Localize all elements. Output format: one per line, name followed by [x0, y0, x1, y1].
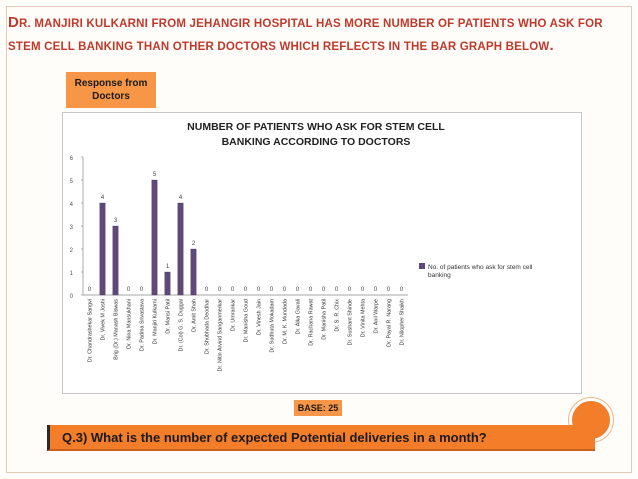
x-tick-label: Dr. Nilopher Shaikh	[400, 299, 406, 345]
data-label: 1	[166, 264, 170, 270]
bar	[151, 179, 158, 296]
x-tick-label: Dr. Manjiri Kulkarni	[153, 299, 159, 344]
data-label: 0	[387, 287, 391, 293]
chart-container: NUMBER OF PATIENTS WHO ASK FOR STEM CELL…	[62, 112, 582, 394]
x-tick-label: Dr. Chandrashekar Sangvi	[88, 299, 94, 362]
data-label: 0	[127, 287, 131, 293]
heading-end: .	[549, 37, 554, 54]
bar	[177, 202, 184, 296]
slide-frame	[6, 6, 632, 473]
x-tick-label: Dr. Amit Shah	[192, 299, 198, 332]
data-label: 0	[348, 287, 352, 293]
data-label: 5	[153, 172, 157, 178]
base-label: BASE: 25	[297, 403, 339, 413]
legend-swatch	[419, 263, 425, 269]
x-tick-label: Dr. Vinita Mehta	[361, 299, 367, 337]
x-tick-label: Dr. Sudhuta Mokadam	[270, 298, 276, 352]
data-label: 0	[218, 287, 222, 293]
question-text: Q.3) What is the number of expected Pote…	[62, 429, 487, 445]
y-tick-label: 2	[70, 248, 74, 254]
bar	[112, 225, 119, 296]
data-label: 0	[88, 287, 92, 293]
x-tick-label: Dr. Mansi Patil	[166, 299, 172, 334]
question-bar: Q.3) What is the number of expected Pote…	[47, 425, 595, 451]
legend-label: No. of patients who ask for stem cell	[428, 264, 533, 271]
data-label: 3	[114, 218, 118, 224]
x-tick-label: Dr. Nina Mansukhani	[127, 299, 133, 349]
data-label: 4	[101, 195, 105, 201]
chart-title-line: BANKING ACCORDING TO DOCTORS	[222, 136, 411, 148]
data-label: 0	[270, 287, 274, 293]
y-tick-label: 3	[70, 225, 74, 231]
x-tick-label: Dr. Nitin Arvind Sanganmerkar	[218, 299, 224, 372]
data-label: 0	[309, 287, 313, 293]
base-box: BASE: 25	[294, 400, 342, 416]
bar	[164, 271, 171, 296]
x-tick-label: Brig (Dr.) Manash Biswas	[114, 299, 120, 360]
data-label: 0	[335, 287, 339, 293]
x-tick-label: Dr. Vinesh Jain	[257, 299, 263, 335]
response-label-box: Response from Doctors	[66, 72, 156, 108]
data-label: 0	[374, 287, 378, 293]
x-tick-label: Dr. (Col) G. S. Duggal	[179, 299, 185, 351]
y-tick-label: 0	[70, 294, 74, 300]
response-label: Response from Doctors	[74, 78, 148, 102]
data-label: 0	[283, 287, 287, 293]
data-label: 0	[322, 287, 326, 293]
y-tick-label: 6	[70, 156, 74, 162]
data-label: 0	[400, 287, 404, 293]
bar	[190, 248, 197, 296]
x-tick-label: Dr. Vivek M Joshi	[101, 299, 107, 341]
x-tick-label: Dr. Manisha Goud	[244, 299, 250, 342]
data-label: 0	[205, 287, 209, 293]
bar-chart: NUMBER OF PATIENTS WHO ASK FOR STEM CELL…	[70, 121, 533, 372]
x-tick-label: Dr. Padma Srivastava	[140, 299, 146, 351]
data-label: 4	[179, 195, 183, 201]
x-tick-label: Dr. M. K. Mundada	[283, 299, 289, 344]
data-label: 0	[361, 287, 365, 293]
data-label: 2	[192, 241, 196, 247]
data-label: 0	[231, 287, 235, 293]
x-tick-label: Dr. S. R. Chix	[335, 299, 341, 332]
y-tick-label: 1	[70, 271, 74, 277]
data-label: 0	[140, 287, 144, 293]
heading-initial: D	[8, 14, 20, 31]
heading-text: R. MANJIRI KULKARNI FROM JEHANGIR HOSPIT…	[8, 18, 603, 53]
y-tick-label: 5	[70, 179, 74, 185]
x-tick-label: Dr. Manisha Patil	[322, 299, 328, 340]
legend-label: banking	[428, 272, 451, 279]
slide-heading: DR. MANJIRI KULKARNI FROM JEHANGIR HOSPI…	[8, 12, 628, 58]
chart-title-line: NUMBER OF PATIENTS WHO ASK FOR STEM CELL	[187, 121, 445, 133]
data-label: 0	[296, 287, 300, 293]
x-tick-label: Dr. Sushant Shinde	[348, 299, 354, 345]
x-tick-label: Dr. Shubhada Deodhar	[205, 299, 211, 354]
bar	[99, 202, 106, 296]
x-tick-label: Dr. Alka Gavali	[296, 299, 302, 334]
data-label: 0	[257, 287, 261, 293]
x-tick-label: Dr. Rachana Rawat	[309, 299, 315, 346]
y-tick-label: 4	[70, 202, 74, 208]
x-tick-label: Dr. Umrankar	[231, 299, 237, 331]
data-label: 0	[244, 287, 248, 293]
x-tick-label: Dr. Anil Warpe	[374, 299, 380, 333]
x-tick-label: Dr. Payal R. Narang	[387, 299, 393, 347]
